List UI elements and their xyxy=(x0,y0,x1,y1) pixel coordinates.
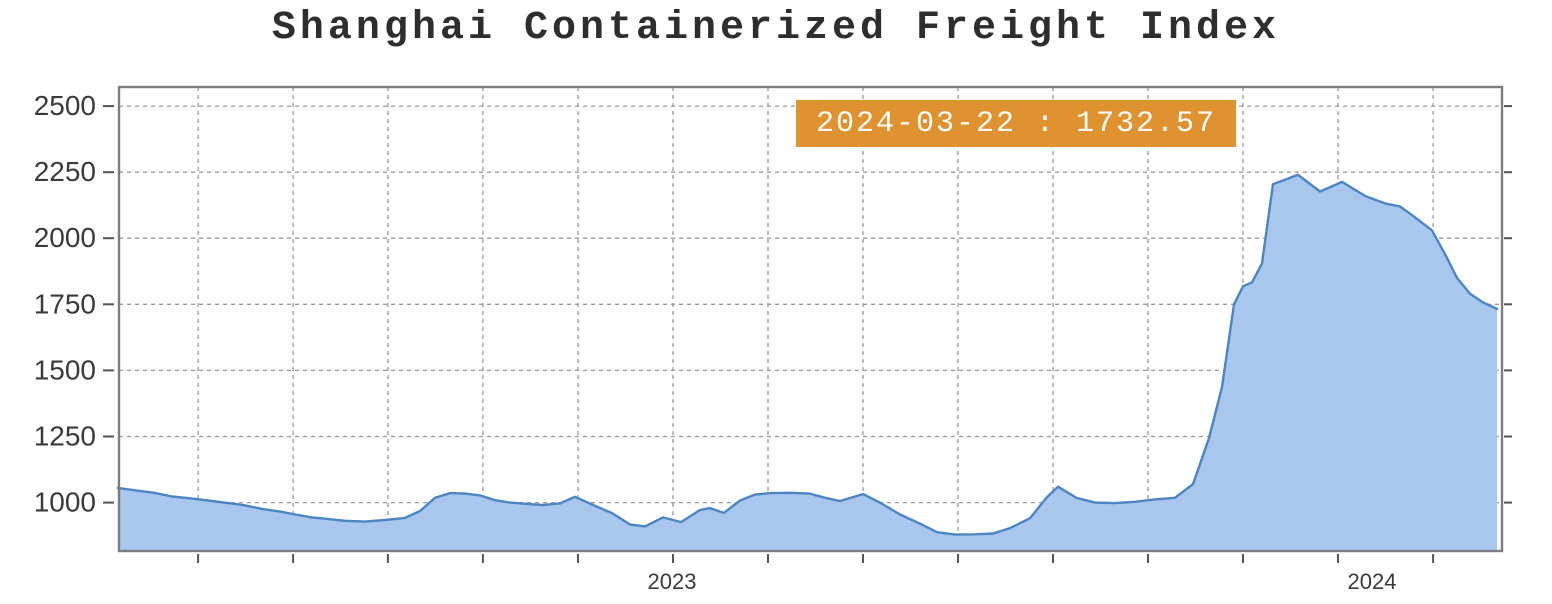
y-tick-label: 1250 xyxy=(34,421,96,452)
y-tick-label: 2000 xyxy=(34,222,96,253)
y-tick-label: 1000 xyxy=(34,487,96,518)
plot-border xyxy=(117,85,1504,553)
y-tick-label: 2500 xyxy=(34,90,96,121)
y-tick-label: 1500 xyxy=(34,354,96,385)
hover-tooltip-label: 2024-03-22 : 1732.57 xyxy=(815,106,1217,141)
area-fill xyxy=(118,174,1497,553)
x-year-label: 2023 xyxy=(648,569,697,594)
y-tick-label: 2250 xyxy=(34,156,96,187)
trend-line[interactable] xyxy=(116,173,1499,536)
hover-tooltip: 2024-03-22 : 1732.57 xyxy=(796,100,1236,147)
x-year-label: 2024 xyxy=(1348,569,1397,594)
chart-title: Shanghai Containerized Freight Index xyxy=(271,6,1281,51)
y-tick-label: 1750 xyxy=(34,288,96,319)
